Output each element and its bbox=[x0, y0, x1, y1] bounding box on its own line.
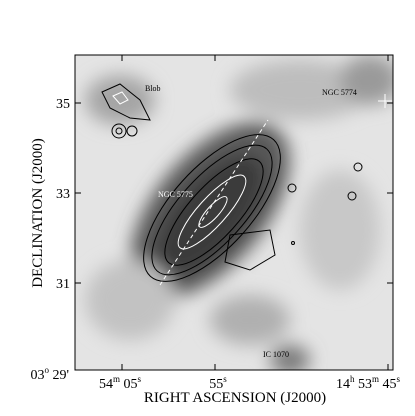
tick-part: m bbox=[372, 374, 379, 384]
tick-part: 55 bbox=[209, 377, 223, 392]
y-tick-label: 33 bbox=[56, 187, 70, 202]
annotation: Blob bbox=[145, 84, 161, 93]
sky-image bbox=[75, 55, 393, 370]
tick-part: s bbox=[138, 374, 142, 384]
x-tick-label: 55s bbox=[209, 374, 227, 392]
x-tick-label: 54m 05s bbox=[99, 374, 142, 392]
x-axis-label: RIGHT ASCENSION (J2000) bbox=[144, 390, 326, 406]
tick-part: s bbox=[396, 374, 400, 384]
y-tick-label: 31 bbox=[56, 277, 70, 292]
plot-frame bbox=[74, 54, 394, 371]
tick-part: 33 bbox=[56, 187, 70, 202]
tick-part: 05 bbox=[120, 377, 138, 392]
x-tick-label: 14h 53m 45s bbox=[336, 374, 401, 392]
tick-part: 35 bbox=[56, 97, 70, 112]
tick-part: 14 bbox=[336, 377, 350, 392]
tick-part: 29' bbox=[49, 368, 69, 383]
tick-part: 45 bbox=[379, 377, 397, 392]
tick-part: h bbox=[350, 374, 355, 384]
tick-part: 53 bbox=[354, 377, 372, 392]
tick-part: o bbox=[44, 365, 49, 375]
y-tick-label: 03o 29' bbox=[30, 365, 69, 383]
annotation: NGC 5775 bbox=[158, 190, 193, 199]
tick-part: s bbox=[223, 374, 227, 384]
tick-part: m bbox=[113, 374, 120, 384]
tick-part: 31 bbox=[56, 277, 70, 292]
y-tick-label: 35 bbox=[56, 97, 70, 112]
tick-part: 54 bbox=[99, 377, 113, 392]
y-axis-label: DECLINATION (J2000) bbox=[30, 138, 46, 288]
annotation: NGC 5774 bbox=[322, 88, 357, 97]
tick-part: 03 bbox=[30, 368, 44, 383]
annotation: IC 1070 bbox=[263, 350, 289, 359]
